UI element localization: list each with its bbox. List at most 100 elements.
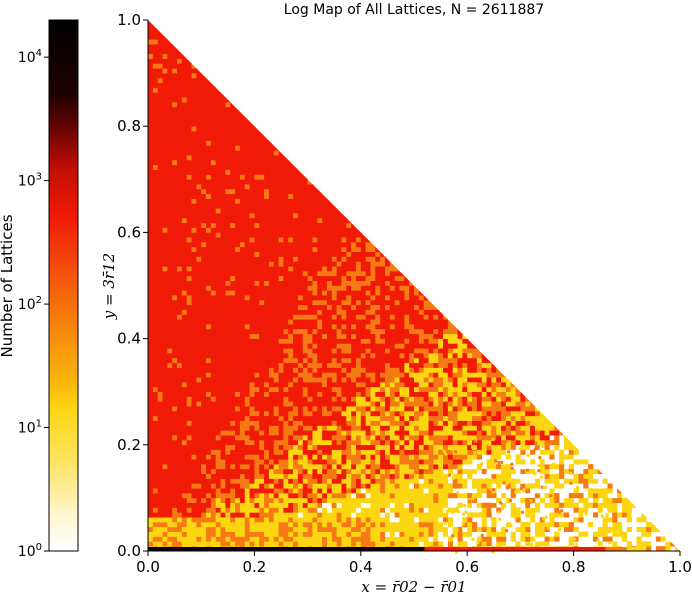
heatmap-cell: [418, 319, 424, 325]
heatmap-cell: [331, 213, 337, 219]
heatmap-cell: [249, 411, 255, 417]
heatmap-cell: [157, 333, 163, 339]
heatmap-cell: [452, 459, 458, 465]
heatmap-cell: [428, 541, 434, 547]
heatmap-cell: [389, 512, 395, 518]
heatmap-cell: [148, 111, 154, 117]
heatmap-cell: [167, 121, 173, 127]
heatmap-cell: [404, 411, 410, 417]
heatmap-cell: [215, 459, 221, 465]
heatmap-cell: [249, 464, 255, 470]
heatmap-cell: [268, 271, 275, 277]
heatmap-cell: [355, 304, 362, 310]
heatmap-cell: [268, 309, 275, 315]
heatmap-cell: [235, 184, 241, 190]
heatmap-cell: [196, 126, 202, 132]
heatmap-cell: [259, 357, 265, 364]
heatmap-cell: [380, 401, 386, 407]
heatmap-cell: [181, 145, 187, 151]
heatmap-cell: [288, 348, 294, 354]
heatmap-cell: [264, 415, 270, 421]
heatmap-cell: [235, 526, 241, 532]
heatmap-cell: [244, 222, 250, 228]
heatmap-cell: [380, 454, 386, 460]
heatmap-cell: [293, 251, 299, 257]
heatmap-cell: [177, 512, 183, 518]
heatmap-cell: [375, 493, 381, 499]
heatmap-cell: [235, 507, 241, 513]
heatmap-cell: [230, 217, 236, 224]
heatmap-cell: [302, 319, 308, 325]
heatmap-cell: [283, 401, 289, 407]
heatmap-cell: [249, 145, 255, 151]
heatmap-cell: [157, 34, 163, 40]
heatmap-cell: [249, 333, 255, 339]
heatmap-cell: [326, 464, 333, 470]
heatmap-cell: [220, 362, 226, 368]
heatmap-cell: [273, 155, 279, 161]
heatmap-cell: [186, 493, 192, 499]
heatmap-cell: [288, 242, 294, 248]
heatmap-cell: [239, 232, 246, 238]
heatmap-cell: [355, 459, 362, 465]
heatmap-cell: [196, 362, 202, 368]
heatmap-cell: [225, 507, 231, 513]
heatmap-cell: [293, 517, 299, 523]
heatmap-cell: [278, 493, 284, 499]
heatmap-cell: [196, 459, 202, 465]
heatmap-cell: [443, 473, 449, 479]
heatmap-cell: [210, 280, 217, 286]
heatmap-cell: [297, 343, 304, 349]
heatmap-cell: [157, 357, 163, 364]
heatmap-cell: [191, 502, 197, 508]
heatmap-cell: [288, 275, 294, 281]
heatmap-cell: [438, 333, 444, 339]
heatmap-cell: [162, 459, 168, 465]
heatmap-cell: [215, 102, 221, 108]
heatmap-cell: [404, 406, 410, 412]
heatmap-cell: [360, 541, 366, 547]
heatmap-cell: [317, 406, 323, 412]
heatmap-cell: [312, 299, 318, 306]
heatmap-cell: [283, 314, 289, 320]
heatmap-cell: [220, 309, 226, 315]
heatmap-cell: [239, 411, 246, 417]
heatmap-cell: [181, 198, 187, 204]
heatmap-cell: [346, 328, 352, 335]
heatmap-cell: [375, 411, 381, 417]
heatmap-cell: [438, 372, 444, 378]
heatmap-cell: [297, 193, 304, 199]
heatmap-cell: [380, 478, 386, 484]
heatmap-cell: [254, 353, 260, 359]
heatmap-cell: [230, 454, 236, 460]
heatmap-cell: [167, 174, 173, 180]
heatmap-cell: [293, 314, 299, 320]
heatmap-cell: [177, 159, 183, 166]
heatmap-cell: [355, 309, 362, 315]
heatmap-cell: [307, 285, 313, 291]
heatmap-cell: [152, 473, 158, 479]
heatmap-cell: [346, 353, 352, 359]
heatmap-cell: [196, 430, 202, 436]
heatmap-cell: [336, 449, 342, 455]
heatmap-cell: [186, 497, 192, 504]
heatmap-cell: [268, 468, 275, 475]
heatmap-cell: [365, 497, 371, 504]
heatmap-cell: [201, 502, 207, 508]
heatmap-cell: [380, 396, 386, 402]
heatmap-cell: [210, 179, 217, 185]
heatmap-cell: [148, 20, 154, 26]
heatmap-cell: [312, 188, 318, 195]
heatmap-cell: [312, 353, 318, 359]
heatmap-cell: [172, 271, 178, 277]
heatmap-cell: [220, 217, 226, 224]
heatmap-cell: [394, 411, 400, 417]
heatmap-cell: [302, 304, 308, 310]
heatmap-cell: [167, 159, 173, 166]
heatmap-cell: [341, 526, 347, 532]
heatmap-cell: [331, 237, 337, 243]
heatmap-cell: [360, 464, 366, 470]
heatmap-cell: [365, 517, 371, 523]
heatmap-cell: [181, 237, 187, 243]
heatmap-cell: [191, 140, 197, 146]
